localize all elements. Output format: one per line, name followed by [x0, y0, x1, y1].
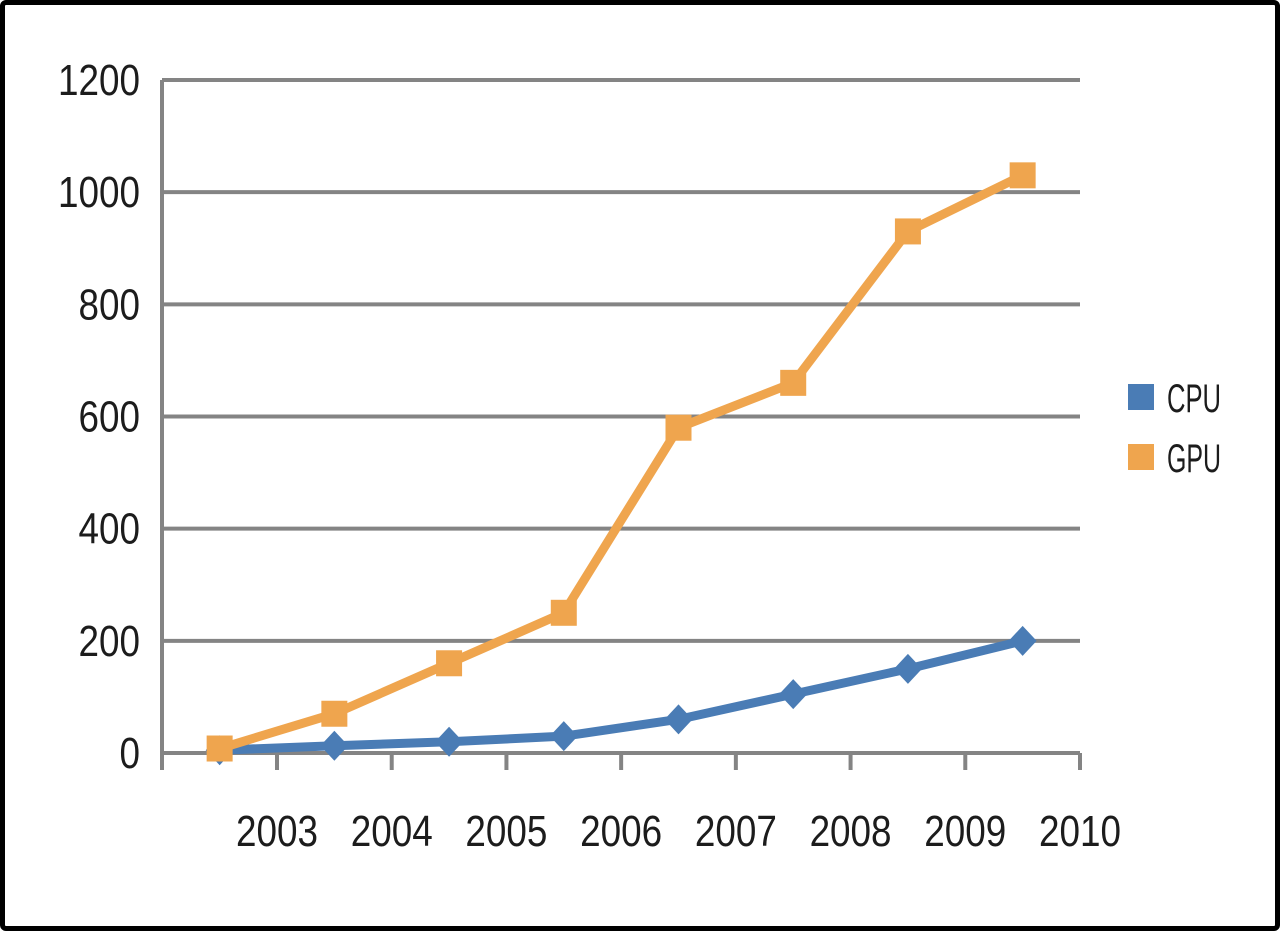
x-tick-label: 2009: [924, 807, 1006, 856]
x-axis-labels: 2003 2004 2005 2006 2007 2008 2009 2010: [236, 807, 1121, 856]
gridlines: [162, 78, 1080, 755]
cpu-marker: [893, 653, 922, 684]
y-tick-label: 0: [120, 729, 141, 778]
x-tick-label: 2008: [810, 807, 892, 856]
cpu-marker: [435, 726, 464, 757]
cpu-marker: [664, 704, 693, 735]
x-tick-label: 2005: [465, 807, 547, 856]
legend: CPU GPU: [1128, 377, 1221, 481]
cpu-marker: [1008, 625, 1037, 656]
gpu-marker: [550, 599, 577, 626]
y-tick-label: 1200: [58, 56, 140, 105]
legend-swatch-gpu: [1128, 444, 1154, 470]
gpu-marker: [1009, 162, 1036, 189]
x-tick-label: 2007: [695, 807, 777, 856]
legend-item-gpu: GPU: [1128, 437, 1221, 481]
series-cpu: [205, 625, 1037, 766]
x-tick-label: 2006: [580, 807, 662, 856]
x-axis-ticks: [275, 753, 1082, 770]
y-tick-label: 1000: [58, 168, 140, 217]
y-tick-label: 600: [79, 393, 141, 442]
gpu-line: [215, 170, 1028, 754]
legend-label: CPU: [1167, 377, 1221, 421]
gpu-marker: [665, 414, 692, 441]
y-axis-labels: 0 200 400 600 800 1000 1200: [58, 56, 140, 778]
legend-label: GPU: [1167, 437, 1221, 481]
cpu-marker: [320, 730, 349, 761]
y-tick-label: 200: [79, 617, 141, 666]
gpu-marker: [436, 650, 463, 677]
y-tick-label: 400: [79, 505, 141, 554]
legend-swatch-cpu: [1128, 384, 1154, 410]
x-tick-label: 2003: [236, 807, 318, 856]
gpu-marker: [206, 735, 233, 762]
gpu-marker: [894, 218, 921, 245]
cpu-marker: [549, 721, 578, 752]
cpu-marker: [779, 679, 808, 710]
y-tick-label: 800: [79, 280, 141, 329]
cpu-line: [215, 636, 1028, 755]
gpu-marker: [780, 369, 807, 396]
x-tick-label: 2004: [351, 807, 433, 856]
series-gpu: [206, 162, 1036, 762]
x-tick-label: 2010: [1039, 807, 1121, 856]
legend-item-cpu: CPU: [1128, 377, 1221, 421]
gpu-marker: [321, 700, 348, 727]
